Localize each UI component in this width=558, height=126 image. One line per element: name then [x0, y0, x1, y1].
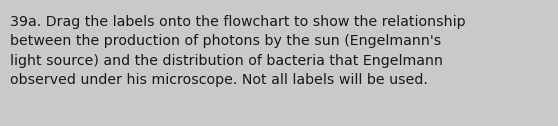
Text: 39a. Drag the labels onto the flowchart to show the relationship
between the pro: 39a. Drag the labels onto the flowchart …	[10, 15, 466, 87]
